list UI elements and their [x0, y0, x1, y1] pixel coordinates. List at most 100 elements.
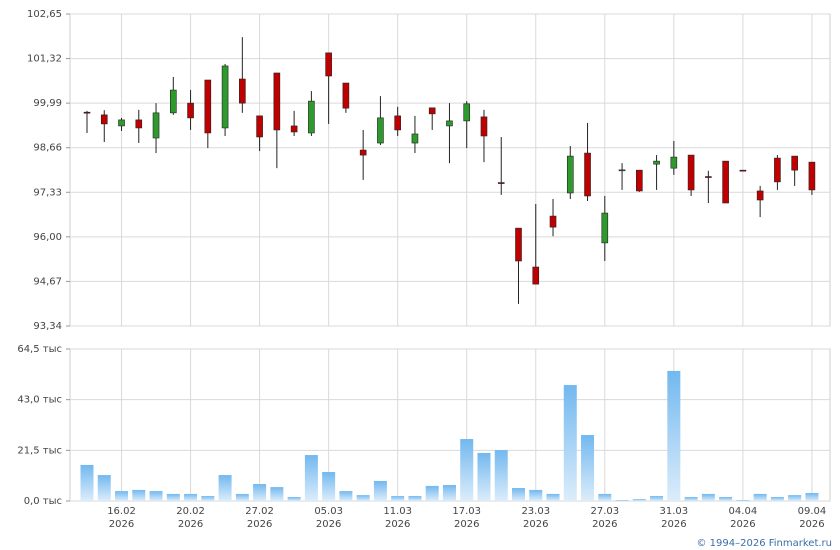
volume-bar [650, 496, 664, 501]
x-tick-label: 31.03 [660, 506, 689, 517]
volume-bar [788, 495, 802, 501]
candle-body [739, 169, 747, 172]
candle-body [273, 72, 281, 131]
candle-body [152, 112, 160, 139]
candle-body [722, 160, 729, 204]
volume-bar [805, 492, 819, 501]
volume-bar [477, 452, 491, 501]
candle-body [170, 89, 177, 114]
candle-body [135, 119, 143, 129]
candle-body [705, 176, 712, 178]
x-tick-sublabel: 2026 [109, 519, 134, 530]
x-tick-label: 16.02 [107, 506, 136, 517]
x-tick-label: 20.02 [176, 506, 205, 517]
candle-body [808, 161, 816, 191]
volume-bar [356, 495, 370, 501]
volume-bar [494, 450, 508, 501]
y-tick-label: 21,5 тыс [17, 445, 62, 456]
y-tick-label: 97,33 [33, 187, 62, 198]
volume-bar [425, 485, 439, 501]
candle-body [532, 266, 540, 285]
plot-frame [69, 348, 831, 502]
candle-body [325, 52, 332, 77]
volume-bar [408, 496, 422, 501]
y-tick-label: 99,99 [33, 98, 62, 109]
x-tick-label: 09.04 [798, 506, 827, 517]
x-tick-sublabel: 2026 [523, 519, 548, 530]
x-tick-sublabel: 2026 [247, 519, 272, 530]
candle-body [549, 215, 557, 228]
volume-bar [753, 493, 767, 501]
volume-bar [719, 496, 733, 501]
y-tick-label: 102,65 [27, 9, 62, 20]
volume-bar [442, 484, 456, 501]
volume-bar [684, 496, 698, 501]
x-tick-label: 27.02 [245, 506, 274, 517]
candle-body [394, 115, 401, 131]
volume-bar [97, 475, 111, 501]
x-tick-sublabel: 2026 [730, 519, 755, 530]
x-tick-sublabel: 2026 [799, 519, 824, 530]
candle-body [497, 182, 505, 184]
candle-body [774, 157, 781, 183]
candle-body [791, 155, 798, 171]
candle-body [428, 107, 436, 115]
volume-bar [373, 480, 387, 501]
candle-body [187, 102, 194, 119]
x-tick-label: 05.03 [314, 506, 343, 517]
volume-bar [201, 496, 215, 501]
y-tick-label: 98,66 [33, 143, 62, 154]
volume-bar [460, 439, 474, 501]
candle-body [756, 190, 764, 201]
volume-bar [235, 493, 249, 501]
y-tick-label: 101,32 [27, 54, 62, 65]
volume-bar [270, 487, 284, 501]
volume-bar [632, 499, 646, 501]
y-tick-label: 94,67 [33, 276, 62, 287]
volume-bar [184, 493, 198, 501]
volume-bar [701, 493, 715, 501]
candle-body [480, 116, 488, 137]
candle-body [463, 103, 471, 122]
x-tick-sublabel: 2026 [178, 519, 203, 530]
candle-body [256, 115, 263, 138]
candle-body [411, 133, 419, 144]
candle-body [566, 155, 574, 194]
candle-body [377, 117, 384, 144]
candle-body [359, 149, 367, 156]
candle-body [221, 65, 229, 129]
volume-bar [615, 500, 629, 501]
volume-bar [563, 385, 577, 501]
candle-body [618, 169, 626, 172]
volume-bar [598, 493, 612, 501]
volume-bar [667, 370, 681, 501]
volume-bar [132, 489, 146, 501]
plot-frame [69, 13, 831, 327]
candle-body [446, 120, 453, 127]
x-tick-sublabel: 2026 [316, 519, 341, 530]
x-tick-label: 23.03 [521, 506, 550, 517]
candle-body [687, 154, 695, 191]
volume-bar [512, 488, 525, 501]
candle-body [670, 156, 678, 169]
volume-bar [546, 493, 560, 501]
candle-body [290, 125, 298, 133]
volume-bar [253, 484, 267, 501]
volume-bar [322, 472, 336, 501]
candle-body [601, 212, 609, 244]
x-tick-label: 04.04 [729, 506, 758, 517]
volume-bar [391, 496, 405, 501]
volume-bar [770, 496, 784, 501]
x-tick-sublabel: 2026 [661, 519, 686, 530]
candle-body [342, 82, 350, 109]
candle-body [584, 152, 591, 197]
x-tick-label: 11.03 [383, 506, 412, 517]
volume-bar [581, 435, 595, 501]
volume-bar [287, 496, 301, 501]
x-tick-label: 27.03 [590, 506, 619, 517]
candle-body [636, 169, 643, 192]
candle-body [653, 160, 660, 165]
volume-bar [115, 491, 129, 501]
y-tick-label: 0,0 тыс [24, 496, 62, 507]
